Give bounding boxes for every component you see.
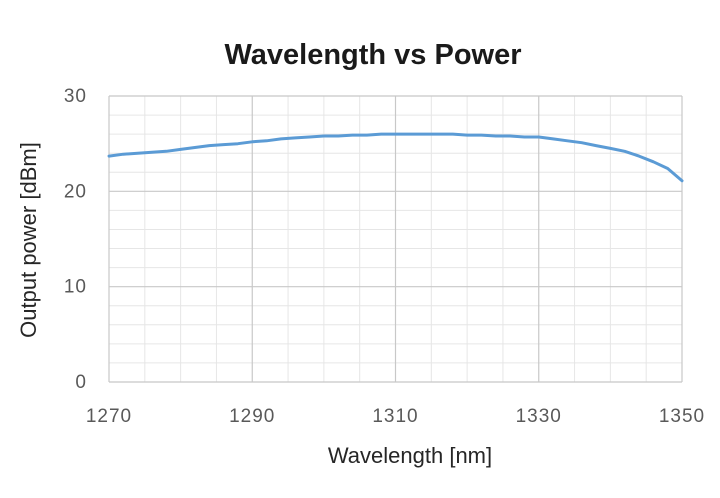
x-axis-title: Wavelength [nm] xyxy=(328,443,492,468)
y-tick-label: 0 xyxy=(75,372,87,393)
x-tick-label: 1270 xyxy=(86,406,132,427)
x-tick-label: 1350 xyxy=(659,406,705,427)
y-tick-label: 20 xyxy=(64,181,87,202)
y-axis-title: Output power [dBm] xyxy=(16,142,41,338)
x-tick-label: 1290 xyxy=(229,406,275,427)
x-tick-label: 1330 xyxy=(516,406,562,427)
y-tick-label: 10 xyxy=(64,277,87,298)
major-gridlines xyxy=(108,95,683,383)
series-line-output-power xyxy=(107,132,684,183)
x-axis-tick-labels: 1270 1290 1310 1330 1350 xyxy=(86,406,705,427)
x-tick-label: 1310 xyxy=(372,406,418,427)
y-axis-tick-labels: 0 10 20 30 xyxy=(64,86,87,393)
y-tick-label: 30 xyxy=(64,86,87,107)
series-layer xyxy=(107,132,684,183)
chart-title: Wavelength vs Power xyxy=(224,39,521,71)
